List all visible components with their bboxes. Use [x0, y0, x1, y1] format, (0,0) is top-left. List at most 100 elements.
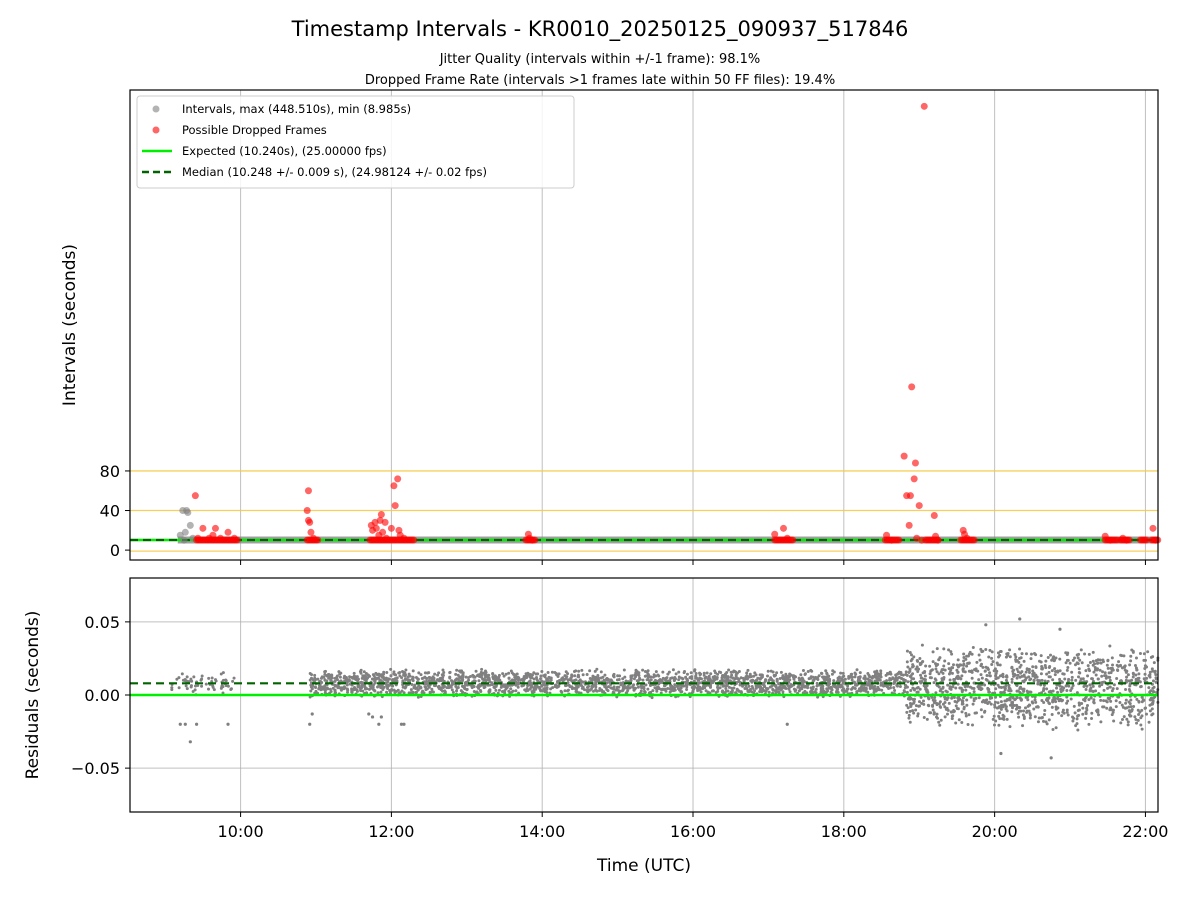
residual-point — [213, 688, 216, 691]
residual-point — [577, 675, 580, 678]
residual-point — [1065, 689, 1068, 692]
residual-point — [456, 687, 459, 690]
residual-point — [788, 686, 791, 689]
residual-point — [684, 684, 687, 687]
y-tick-label: 0.05 — [84, 613, 120, 632]
dropped-frame-point — [410, 536, 417, 543]
residual-point — [596, 674, 599, 677]
residual-point — [918, 657, 921, 660]
residual-point — [719, 686, 722, 689]
residual-point — [920, 677, 923, 680]
dropped-frame-point — [908, 383, 915, 390]
residual-point — [1134, 718, 1137, 721]
residual-point — [643, 687, 646, 690]
residual-point — [920, 696, 923, 699]
residual-point — [945, 697, 948, 700]
dropped-frame-point — [907, 492, 914, 499]
residual-point — [1053, 667, 1056, 670]
residual-point — [944, 715, 947, 718]
residual-point — [1027, 675, 1030, 678]
residual-point — [693, 680, 696, 683]
residual-point — [1148, 691, 1151, 694]
x-tick-label: 20:00 — [972, 822, 1018, 841]
residual-point — [1040, 667, 1043, 670]
residual-point — [548, 677, 551, 680]
residual-point — [657, 675, 660, 678]
residual-point — [1031, 673, 1034, 676]
residual-point — [1077, 656, 1080, 659]
residual-point — [1025, 652, 1028, 655]
residual-point — [706, 672, 709, 675]
residual-point — [567, 689, 570, 692]
residual-point — [597, 677, 600, 680]
residual-point — [1051, 678, 1054, 681]
residual-point — [1088, 653, 1091, 656]
residual-point — [378, 674, 381, 677]
residual-point — [957, 675, 960, 678]
residual-point — [951, 666, 954, 669]
residual-point — [990, 657, 993, 660]
residual-point — [566, 672, 569, 675]
x-tick-label: 22:00 — [1122, 822, 1168, 841]
residual-point — [1044, 720, 1047, 723]
residual-point — [412, 669, 415, 672]
residual-point — [1123, 715, 1126, 718]
residual-point — [637, 686, 640, 689]
residual-point — [821, 675, 824, 678]
residual-point — [831, 673, 834, 676]
residual-point — [724, 687, 727, 690]
residual-point — [951, 717, 954, 720]
residual-point — [1090, 712, 1093, 715]
residual-point — [189, 740, 192, 743]
residual-point — [685, 688, 688, 691]
residual-point — [342, 687, 345, 690]
residual-point — [948, 687, 951, 690]
residual-point — [864, 677, 867, 680]
residual-point — [835, 691, 838, 694]
dropped-frame-point — [388, 525, 395, 532]
residual-point — [428, 676, 431, 679]
residual-point — [909, 675, 912, 678]
dropped-frame-point — [231, 535, 238, 542]
residual-point — [825, 687, 828, 690]
residual-point — [973, 697, 976, 700]
residual-point — [916, 660, 919, 663]
residual-point — [641, 669, 644, 672]
residual-point — [1063, 678, 1066, 681]
residual-point — [1001, 673, 1004, 676]
residual-point — [1099, 659, 1102, 662]
residual-point — [668, 671, 671, 674]
interval-point — [181, 537, 188, 544]
residual-point — [1006, 718, 1009, 721]
residual-point — [909, 705, 912, 708]
residual-point — [603, 674, 606, 677]
residual-point — [509, 687, 512, 690]
residual-point — [636, 670, 639, 673]
residual-point — [1018, 617, 1021, 620]
residual-point — [654, 674, 657, 677]
residual-point — [965, 698, 968, 701]
residual-point — [965, 704, 968, 707]
residual-point — [1038, 679, 1041, 682]
dropped-frame-point — [963, 535, 970, 542]
residual-point — [1051, 669, 1054, 672]
residual-point — [924, 685, 927, 688]
residual-point — [414, 691, 417, 694]
residual-point — [778, 686, 781, 689]
dropped-frame-point — [199, 525, 206, 532]
residual-point — [978, 653, 981, 656]
residual-point — [880, 689, 883, 692]
residual-point — [1055, 726, 1058, 729]
residual-point — [1034, 715, 1037, 718]
residual-point — [851, 678, 854, 681]
residual-point — [348, 675, 351, 678]
residual-point — [451, 683, 454, 686]
residual-point — [1077, 653, 1080, 656]
residual-point — [854, 675, 857, 678]
residual-point — [512, 690, 515, 693]
residual-point — [380, 715, 383, 718]
legend-label-dropped: Possible Dropped Frames — [182, 123, 327, 137]
residual-point — [356, 679, 359, 682]
residual-point — [1051, 713, 1054, 716]
residual-point — [1112, 687, 1115, 690]
